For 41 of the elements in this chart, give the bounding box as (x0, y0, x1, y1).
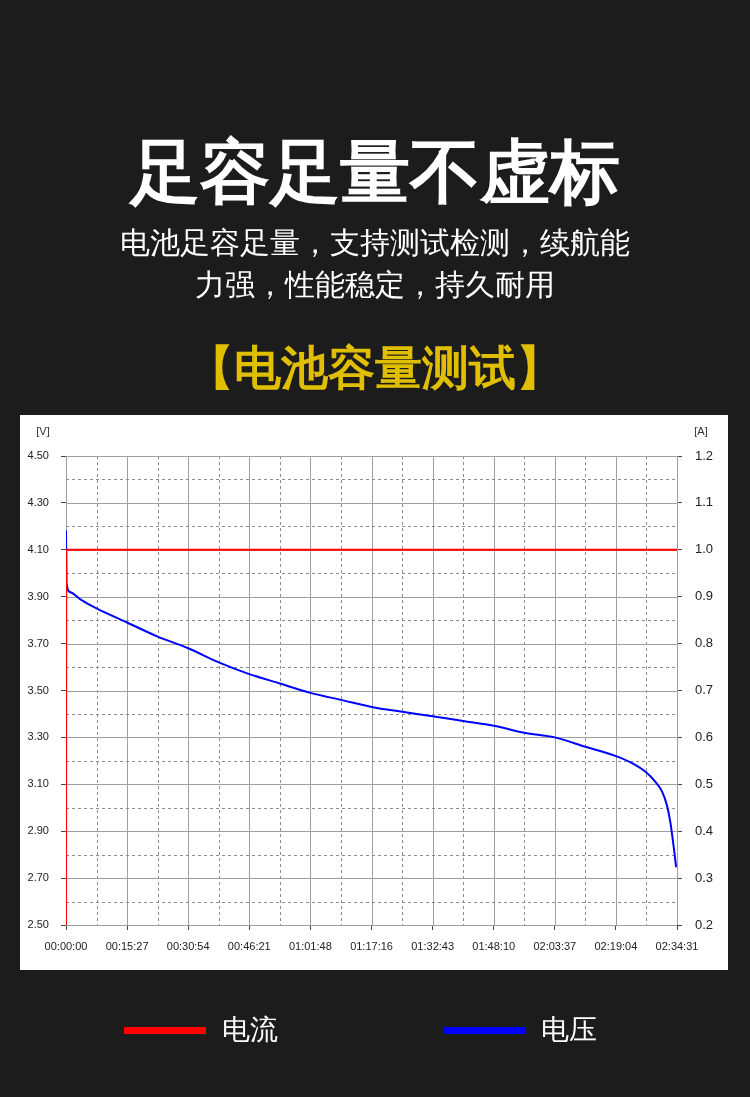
y2-tick-label: 0.3 (695, 869, 714, 885)
y2-tick-label: 0.2 (695, 916, 714, 932)
x-tick-label: 00:15:27 (105, 939, 149, 952)
y-tick-label: 3.30 (27, 730, 49, 743)
y-tick-label: 3.90 (27, 589, 49, 602)
x-tick-label: 00:30:54 (166, 939, 210, 952)
y2-tick-label: 0.6 (695, 728, 714, 744)
x-tick-label: 01:17:16 (350, 939, 393, 952)
y-tick-label: 2.50 (27, 918, 49, 931)
line-series (66, 530, 677, 868)
x-tick-label: 00:00:00 (44, 939, 88, 952)
y-tick-label: 2.90 (27, 824, 49, 837)
y-tick-label: 3.50 (27, 683, 49, 696)
y-tick-label: 2.70 (27, 871, 49, 884)
y2-tick-label: 0.7 (695, 682, 714, 698)
x-tick-label: 01:32:43 (411, 939, 455, 952)
legend-label: 电流 (222, 1012, 278, 1048)
y2-tick-label: 0.9 (695, 588, 714, 604)
y2-tick-label: 1.2 (695, 447, 714, 463)
x-tick-label: 01:01:48 (288, 939, 332, 952)
y-tick-label: 4.30 (27, 495, 49, 508)
x-tick-label: 02:19:04 (594, 939, 638, 952)
x-tick-label: 02:34:31 (655, 939, 699, 952)
y-tick-label: 4.10 (27, 542, 49, 555)
y-tick-label: 4.50 (27, 449, 49, 462)
y-tick-label: 3.70 (27, 636, 49, 649)
y2-tick-label: 1.1 (695, 494, 714, 510)
x-tick-label: 01:48:10 (472, 939, 516, 952)
x-tick-label: 02:03:37 (533, 939, 577, 952)
x-tick-label: 00:46:21 (227, 939, 271, 952)
y2-tick-label: 0.4 (695, 822, 714, 838)
y-axis-title: [V] (36, 425, 50, 438)
chart-subtitle: 电池足容足量，支持测试检测，续航能力强，性能稳定，持久耐用 (119, 224, 631, 304)
y2-axis-title: [A] (694, 425, 708, 438)
legend-label: 电压 (541, 1012, 597, 1048)
text: 【电池容量测试】 (186, 339, 564, 397)
chart-title: 足容足量不虚标 (127, 130, 621, 214)
y2-tick-label: 1.0 (695, 541, 714, 557)
y-tick-label: 3.10 (27, 777, 49, 790)
y2-tick-label: 0.8 (695, 635, 714, 651)
y2-tick-label: 0.5 (695, 775, 714, 791)
